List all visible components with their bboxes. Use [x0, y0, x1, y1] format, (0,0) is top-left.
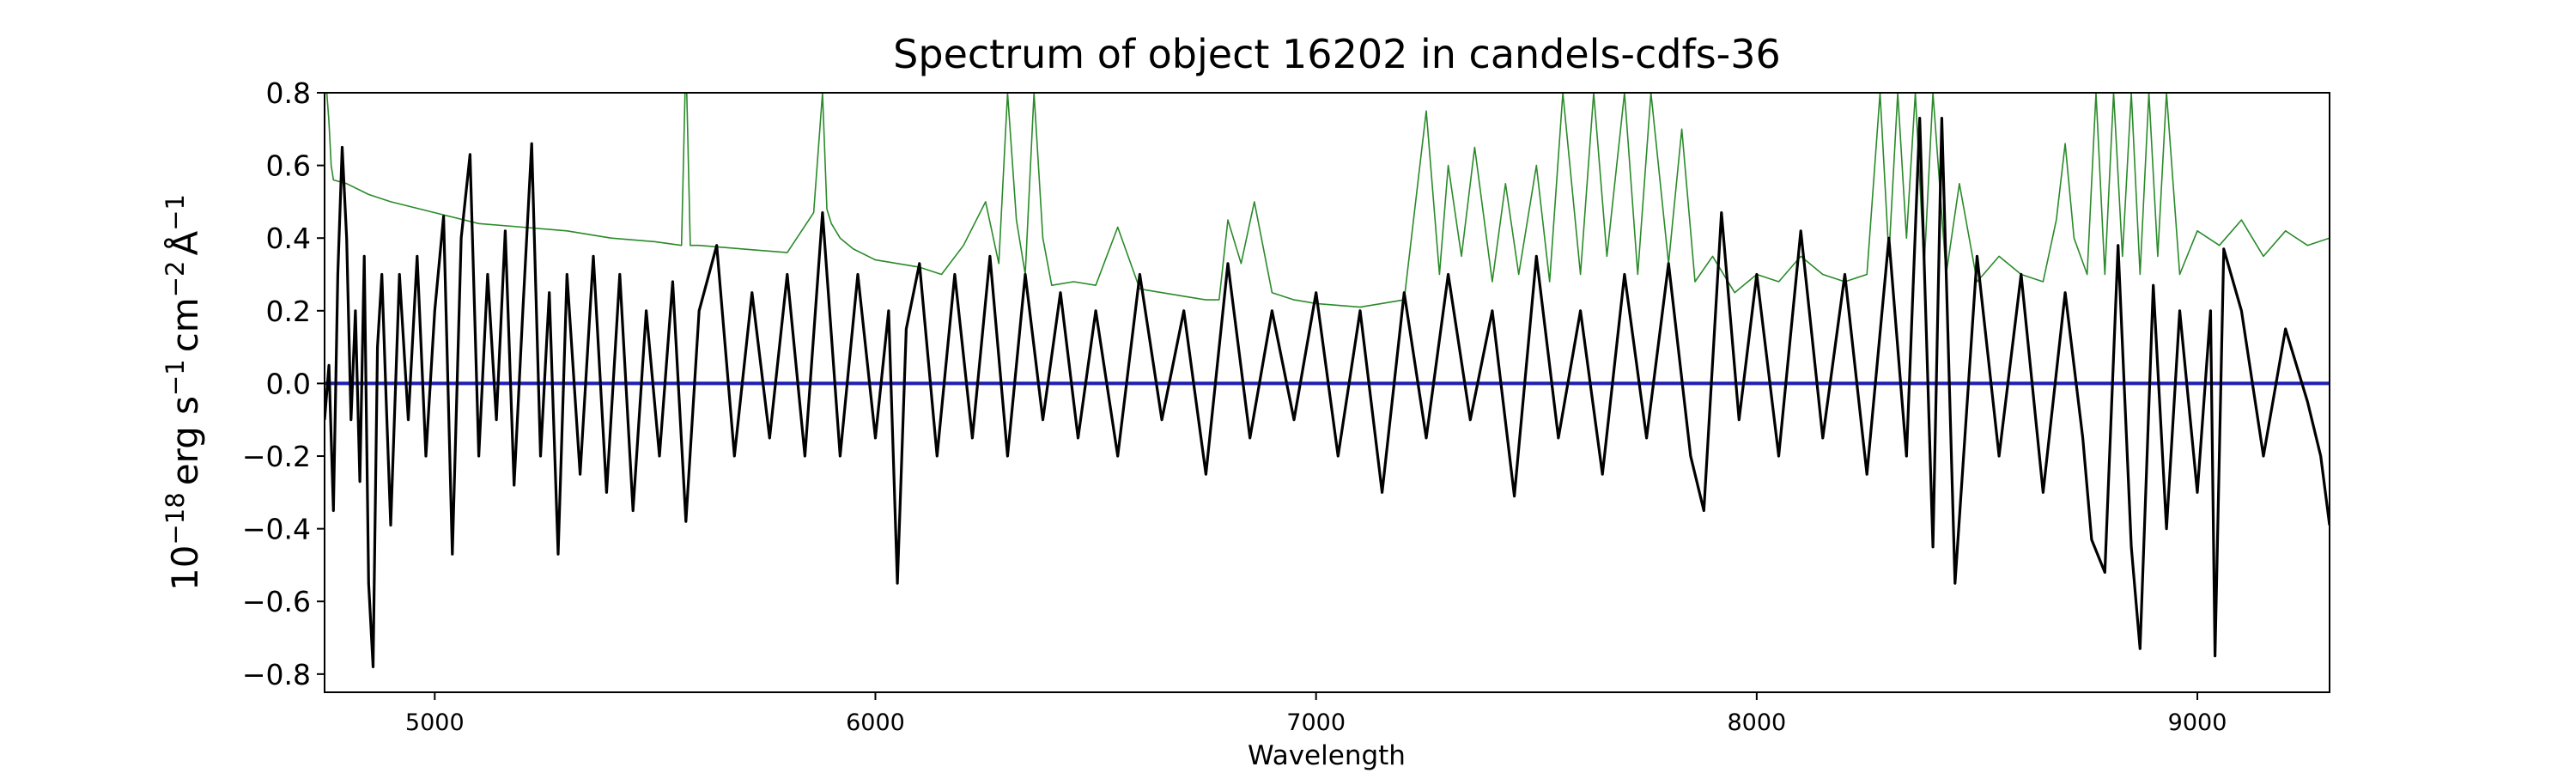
- plot-frame: [324, 92, 2330, 693]
- y-axis-label-unit3-exponent: −1: [161, 194, 190, 231]
- x-tick-label: 8000: [1727, 709, 1786, 736]
- y-axis-label-base-exponent: −18: [161, 492, 190, 545]
- y-tick-label: 0.8: [266, 76, 311, 110]
- y-tick-label: −0.2: [242, 440, 311, 473]
- y-axis-label-base: 10: [164, 545, 206, 591]
- x-axis-label: Wavelength: [1248, 740, 1406, 771]
- x-tick-label: 6000: [846, 709, 905, 736]
- chart-title: Spectrum of object 16202 in candels-cdfs…: [893, 31, 1781, 77]
- series-line-error: [325, 93, 2330, 308]
- y-tick-label: 0.4: [266, 222, 311, 255]
- plot-area: [325, 93, 2330, 692]
- y-axis-label-unit2: cm: [164, 297, 206, 352]
- x-tick-label: 9000: [2168, 709, 2227, 736]
- y-tick-label: −0.8: [242, 658, 311, 691]
- y-axis-label-unit2-exponent: −2: [161, 261, 190, 298]
- y-tick-label: 0.2: [266, 295, 311, 328]
- y-tick-label: −0.4: [242, 513, 311, 546]
- series-line-flux: [325, 117, 2330, 669]
- x-tick-label: 5000: [405, 709, 465, 736]
- y-axis-label-unit3: Å: [163, 231, 206, 256]
- x-axis: 5000 6000 7000 8000 9000: [405, 692, 2227, 736]
- y-axis-label: 10−18erg s−1cm−2Å−1: [161, 194, 206, 591]
- y-axis-label-unit1: erg s: [164, 396, 206, 485]
- y-axis: −0.8 −0.6 −0.4 −0.2 0.0 0.2 0.4 0.6 0.8: [242, 76, 325, 691]
- x-tick-label: 7000: [1286, 709, 1346, 736]
- y-tick-label: 0.0: [266, 367, 311, 400]
- y-tick-label: −0.6: [242, 585, 311, 618]
- series-layer: [325, 93, 2330, 669]
- y-tick-label: 0.6: [266, 149, 311, 183]
- y-axis-label-unit1-exponent: −1: [161, 359, 190, 396]
